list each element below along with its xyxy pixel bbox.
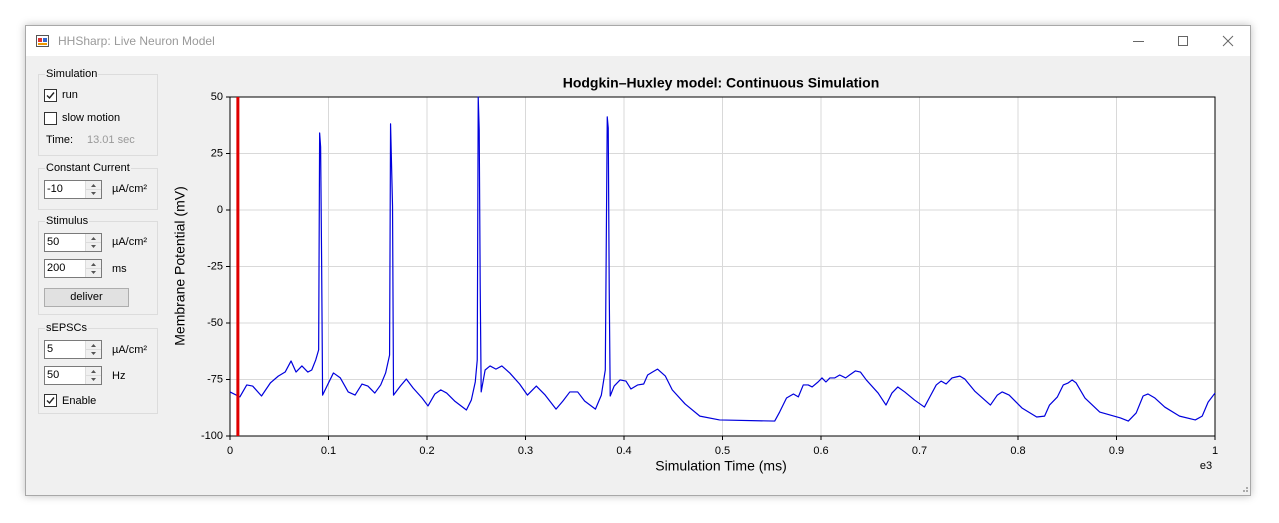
x-tick-label: 0.7	[912, 445, 927, 457]
y-axis-label: Membrane Potential (mV)	[172, 186, 188, 346]
group-title: Stimulus	[45, 215, 90, 228]
input-value: 200	[47, 262, 66, 274]
checkbox[interactable]	[44, 89, 57, 102]
x-tick-label: 0.9	[1109, 445, 1124, 457]
x-tick-label: 0	[227, 445, 233, 457]
window-title: HHSharp: Live Neuron Model	[58, 34, 215, 48]
time-label: Time:	[46, 134, 74, 146]
x-multiplier: e3	[1200, 460, 1212, 472]
spinner[interactable]	[85, 260, 101, 277]
y-tick-label: -50	[207, 317, 223, 329]
x-tick-label: 0.1	[321, 445, 336, 457]
resize-grip[interactable]	[1240, 484, 1249, 493]
app-icon	[36, 35, 49, 47]
spinner-arrows	[86, 263, 101, 274]
group-title: Constant Current	[45, 162, 131, 175]
title-bar: HHSharp: Live Neuron Model	[26, 26, 1250, 56]
x-tick-label: 1	[1212, 445, 1218, 457]
spinner-arrows	[86, 370, 101, 381]
input-value: 50	[47, 236, 60, 248]
input-value: -10	[47, 183, 63, 195]
checkbox[interactable]	[44, 112, 57, 125]
numeric-input[interactable]: 50	[44, 366, 102, 385]
spinner[interactable]	[85, 234, 101, 251]
y-tick-label: -75	[207, 373, 223, 385]
unit: µA/cm²	[112, 344, 148, 356]
y-tick-label: -25	[207, 260, 223, 272]
numeric-input[interactable]: -10	[44, 180, 102, 199]
spinner[interactable]	[85, 181, 101, 198]
unit: Hz	[112, 370, 126, 382]
group-title: Simulation	[45, 68, 99, 81]
chart: Hodgkin–Huxley model: Continuous Simulat…	[172, 75, 1218, 474]
y-tick-label: 50	[211, 91, 223, 103]
check-mark	[46, 397, 55, 405]
chart-title: Hodgkin–Huxley model: Continuous Simulat…	[563, 75, 880, 91]
group-title: sEPSCs	[45, 322, 88, 335]
unit: µA/cm²	[112, 183, 148, 195]
input-value: 50	[47, 369, 60, 381]
numeric-input[interactable]: 5	[44, 340, 102, 359]
y-tick-label: 0	[217, 204, 223, 216]
checkbox-label: Enable	[62, 395, 97, 407]
x-tick-label: 0.2	[419, 445, 434, 457]
x-axis-label: Simulation Time (ms)	[655, 458, 786, 474]
deliver-button[interactable]: deliver	[44, 288, 129, 307]
plot-frame	[229, 96, 1216, 437]
x-tick-label: 0.5	[715, 445, 730, 457]
group-box	[38, 328, 158, 414]
checkbox-label: slow motion	[62, 112, 121, 124]
numeric-input[interactable]: 200	[44, 259, 102, 278]
checkbox[interactable]	[44, 394, 57, 407]
x-tick-label: 0.3	[518, 445, 533, 457]
x-tick-label: 0.4	[616, 445, 631, 457]
numeric-input[interactable]: 50	[44, 233, 102, 252]
input-value: 5	[47, 343, 54, 355]
spinner[interactable]	[85, 341, 101, 358]
checkbox-label: run	[62, 89, 78, 101]
spinner-arrows	[86, 344, 101, 355]
unit: µA/cm²	[112, 236, 148, 248]
unit: ms	[112, 263, 127, 275]
trace-line	[229, 96, 1216, 422]
y-tick-label: 25	[211, 147, 223, 159]
check-mark	[46, 92, 55, 100]
x-tick-label: 0.6	[813, 445, 828, 457]
group-box	[38, 221, 158, 315]
y-tick-label: -100	[201, 430, 223, 442]
spinner[interactable]	[85, 367, 101, 384]
x-tick-label: 0.8	[1010, 445, 1025, 457]
time-value: 13.01 sec	[87, 134, 135, 146]
spinner-arrows	[86, 237, 101, 248]
spinner-arrows	[86, 184, 101, 195]
window-buttons[interactable]	[1126, 34, 1246, 48]
